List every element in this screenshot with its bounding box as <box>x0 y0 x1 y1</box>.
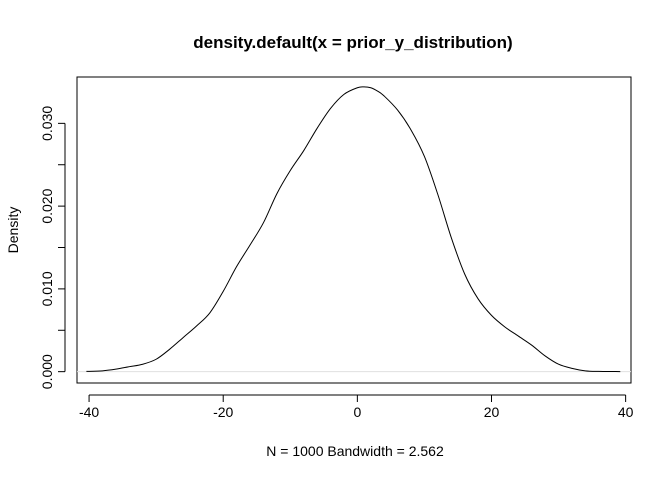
x-tick-label: 40 <box>618 404 634 420</box>
y-tick-label: 0.020 <box>39 188 55 223</box>
x-axis-label: N = 1000 Bandwidth = 2.562 <box>266 443 444 459</box>
plot-frame <box>76 76 632 384</box>
y-axis: 0.000 0.010 0.020 0.030 <box>39 106 66 389</box>
density-curve <box>86 86 621 373</box>
x-tick-label: -20 <box>213 404 233 420</box>
y-tick-label: 0.010 <box>39 271 55 306</box>
y-tick-label: 0.000 <box>39 354 55 389</box>
x-tick-label: 0 <box>353 404 361 420</box>
x-tick-label: 20 <box>484 404 500 420</box>
y-tick-label: 0.030 <box>39 106 55 141</box>
x-axis: -40 -20 0 20 40 <box>79 394 634 420</box>
x-tick-label: -40 <box>79 404 99 420</box>
y-axis-label: Density <box>5 207 21 254</box>
chart-title: density.default(x = prior_y_distribution… <box>193 33 512 52</box>
